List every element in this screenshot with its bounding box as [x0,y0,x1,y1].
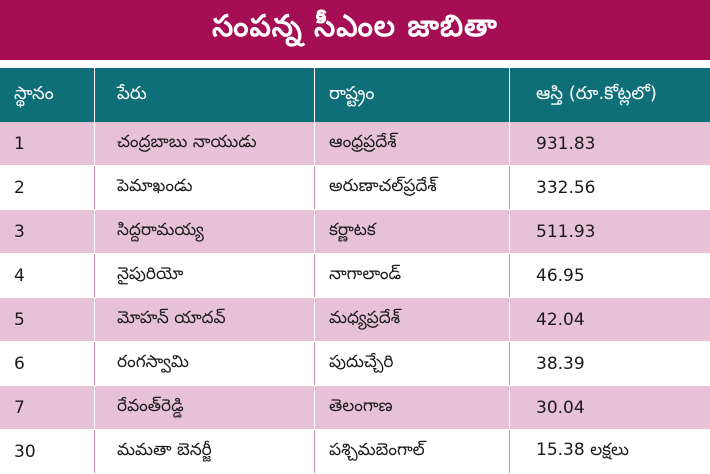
name-cell: చంద్రబాబు నాయుడు [95,122,315,165]
name-cell: రంగస్వామి [95,342,315,385]
assets-cell: 42.04 [536,309,585,330]
rank-cell: 6 [0,342,95,385]
table-row: 7 రేవంత్‌రెడ్డి తెలంగాణ 30.04 [0,386,710,430]
header-assets: ఆస్తి (రూ.కోట్లలో) [536,82,657,104]
name-cell: రేవంత్‌రెడ్డి [95,386,315,429]
assets-cell: 46.95 [536,265,585,286]
assets-cell: 15.38 లక్షలు [536,439,629,460]
table-row: 5 మోహన్‌ యాదవ్‌ మధ్యప్రదేశ్ 42.04 [0,298,710,342]
rank-cell: 30 [0,430,95,473]
rank-cell: 7 [0,386,95,429]
assets-cell: 511.93 [536,221,596,242]
state-cell: మధ్యప్రదేశ్ [315,298,510,341]
title-banner: సంపన్న సీఎంల జాబితా [0,0,710,60]
table-header-row: స్థానం పేరు రాష్ట్రం ఆస్తి (రూ.కోట్లలో) [0,68,710,122]
table-row: 4 నైపురియో నాగాలాండ్ 46.95 [0,254,710,298]
table-row: 2 పెమాఖండు అరుణాచల్‌ప్రదేశ్ 332.56 [0,166,710,210]
assets-cell: 30.04 [536,397,585,418]
header-state: రాష్ట్రం [315,68,510,122]
state-cell: తెలంగాణ [315,386,510,429]
assets-cell: 931.83 [536,133,596,154]
rank-cell: 4 [0,254,95,297]
assets-cell: 38.39 [536,353,585,374]
state-cell: నాగాలాండ్ [315,254,510,297]
name-cell: పెమాఖండు [95,166,315,209]
assets-cell: 332.56 [536,177,596,198]
header-name: పేరు [95,68,315,122]
header-rank: స్థానం [0,68,95,122]
name-cell: మమతా బెనర్జీ [95,430,315,473]
table-row: 30 మమతా బెనర్జీ పశ్చిమబెంగాల్ 15.38 లక్ష… [0,430,710,474]
page-title: సంపన్న సీఎంల జాబితా [212,9,498,44]
name-cell: సిద్దరామయ్య [95,210,315,253]
table-row: 3 సిద్దరామయ్య కర్ణాటక 511.93 [0,210,710,254]
table-row: 6 రంగస్వామి పుదుచ్చేరి 38.39 [0,342,710,386]
rank-cell: 2 [0,166,95,209]
name-cell: నైపురియో [95,254,315,297]
rank-cell: 3 [0,210,95,253]
cm-assets-table: స్థానం పేరు రాష్ట్రం ఆస్తి (రూ.కోట్లలో) … [0,68,710,474]
name-cell: మోహన్‌ యాదవ్‌ [95,298,315,341]
state-cell: అరుణాచల్‌ప్రదేశ్ [315,166,510,209]
state-cell: పశ్చిమబెంగాల్ [315,430,510,473]
rank-cell: 5 [0,298,95,341]
state-cell: ఆంధ్రప్రదేశ్ [315,122,510,165]
state-cell: పుదుచ్చేరి [315,342,510,385]
table-row: 1 చంద్రబాబు నాయుడు ఆంధ్రప్రదేశ్ 931.83 [0,122,710,166]
rank-cell: 1 [0,122,95,165]
state-cell: కర్ణాటక [315,210,510,253]
